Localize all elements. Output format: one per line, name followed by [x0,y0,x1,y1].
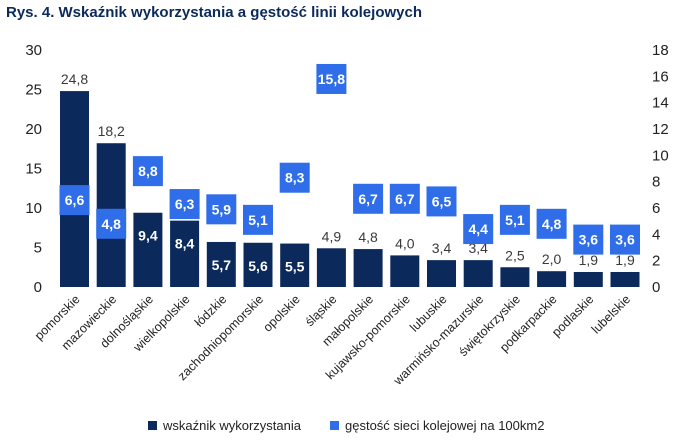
bar-usage [353,249,383,287]
data-label-density: 15,8 [318,71,345,87]
data-label-usage: 4,8 [358,229,378,245]
y-left-tick-label: 20 [25,121,42,138]
marker-density [389,183,420,214]
y-right-tick-label: 18 [652,42,669,59]
bar-usage [463,260,493,287]
y-right-tick-label: 16 [652,68,669,85]
bar-usage [427,260,456,287]
data-label-density: 4,4 [468,221,488,237]
data-label-density: 6,7 [358,191,378,207]
data-label-density: 5,1 [505,212,525,228]
y-right-tick-label: 6 [652,200,660,217]
marker-density [316,63,347,94]
data-label-usage: 2,5 [505,247,525,263]
bar-usage [390,255,420,287]
data-label-usage: 8,4 [175,236,195,252]
data-label-density: 5,1 [248,212,268,228]
legend-label-usage: wskaźnik wykorzystania [163,418,301,433]
data-label-usage: 4,9 [322,228,342,244]
y-left-tick-label: 15 [25,161,42,178]
data-label-usage: 5,7 [212,257,232,273]
y-left-tick-label: 0 [34,279,42,296]
legend-item-density: gęstość sieci kolejowej na 100km2 [330,418,544,433]
data-label-density: 8,3 [285,170,305,186]
y-left-tick-label: 25 [25,82,42,99]
x-category-label: opolskie [260,292,302,334]
data-label-density: 6,5 [432,193,452,209]
y-right-tick-label: 14 [652,95,669,112]
marker-density [96,208,127,239]
marker-density [206,194,237,225]
marker-density [499,204,530,235]
data-label-usage: 3,4 [468,240,488,256]
y-left-tick-label: 5 [34,240,42,257]
data-label-density: 3,6 [579,232,599,248]
marker-density [59,185,90,216]
legend-label-density: gęstość sieci kolejowej na 100km2 [345,418,545,433]
data-label-density: 6,7 [395,191,415,207]
bar-usage [610,271,640,287]
y-right-tick-label: 4 [652,226,660,243]
data-label-usage: 4,0 [395,235,415,251]
x-category-label: lubelskie [589,292,633,336]
bar-usage [243,242,273,287]
data-label-usage: 1,9 [615,252,635,268]
data-label-density: 6,3 [175,196,195,212]
data-label-usage: 5,6 [248,258,268,274]
bar-usage [133,212,163,287]
data-label-density: 3,6 [615,232,635,248]
legend-2: gęstość sieci kolejowej na 100km2 [330,418,544,433]
data-label-usage: 2,0 [542,251,562,267]
marker-density [463,214,494,245]
marker-density [279,162,310,193]
data-label-density: 6,6 [65,192,85,208]
y-right-tick-label: 10 [652,147,669,164]
bar-usage [316,248,346,287]
chart-title: Rys. 4. Wskaźnik wykorzystania a gęstość… [6,4,422,21]
data-label-density: 4,8 [101,216,121,232]
legend-item-usage: wskaźnik wykorzystania [148,418,301,433]
marker-density [573,224,604,255]
bar-usage [206,241,236,287]
legend-swatch-density [330,421,339,430]
data-label-usage: 5,5 [285,259,305,275]
data-label-density: 5,9 [212,201,232,217]
data-label-usage: 18,2 [98,123,125,139]
data-label-usage: 9,4 [138,228,158,244]
data-label-density: 8,8 [138,163,158,179]
data-label-usage: 1,9 [579,252,599,268]
marker-density [132,156,163,187]
y-right-tick-label: 8 [652,174,660,191]
bar-usage [280,243,310,287]
bar-usage [573,271,603,287]
bar-usage [537,271,567,287]
data-label-usage: 3,4 [432,240,452,256]
data-label-usage: 24,8 [61,71,88,87]
legend-swatch-usage [148,421,157,430]
data-label-density: 4,8 [542,216,562,232]
y-left-tick-label: 10 [25,200,42,217]
y-right-tick-label: 0 [652,279,660,296]
bar-usage [170,220,200,287]
y-right-tick-label: 12 [652,121,669,138]
y-right-tick-label: 2 [652,253,660,270]
legend: wskaźnik wykorzystania [148,418,301,433]
bar-usage [500,267,530,287]
marker-density [243,204,273,235]
y-left-tick-label: 30 [25,42,42,59]
marker-density [610,224,640,255]
marker-density [169,189,200,220]
marker-density [426,186,457,217]
marker-density [353,183,384,214]
marker-density [536,208,567,239]
